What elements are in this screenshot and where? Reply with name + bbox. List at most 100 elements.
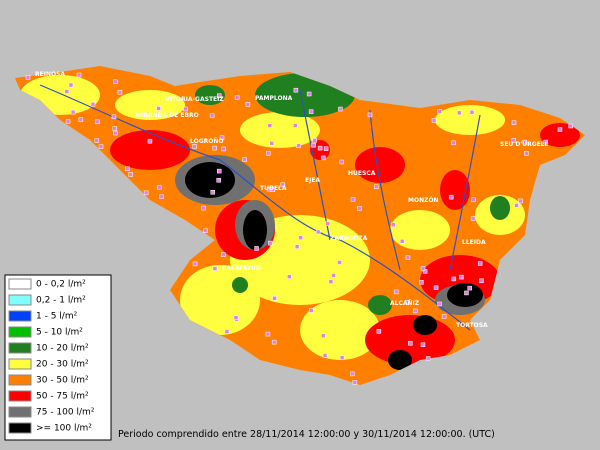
station <box>399 238 405 244</box>
city-label: ALCAÑIZ <box>390 300 420 307</box>
station <box>192 144 197 149</box>
city-label: REINOSA <box>35 71 65 78</box>
legend-swatch <box>8 326 32 338</box>
station <box>156 106 161 111</box>
station <box>338 106 343 112</box>
station <box>511 138 516 143</box>
legend-label: 50 - 75 l/m² <box>36 392 89 402</box>
station <box>94 119 100 125</box>
station <box>373 184 379 189</box>
station <box>159 194 164 199</box>
station <box>269 141 275 146</box>
station <box>224 329 230 334</box>
city-label: SEU D'URGELL <box>500 141 549 148</box>
station <box>412 308 418 314</box>
station <box>511 120 517 125</box>
station <box>202 228 208 234</box>
legend-label: 0,2 - 1 l/m² <box>36 296 86 306</box>
station <box>328 279 334 284</box>
station <box>367 112 373 118</box>
station <box>448 194 454 200</box>
station <box>323 146 329 151</box>
station <box>125 166 130 172</box>
station <box>113 79 118 85</box>
legend-label: >= 100 l/m² <box>36 424 92 434</box>
station <box>219 135 225 141</box>
legend: 0 - 0,2 l/m² 0,2 - 1 l/m² 1 - 5 l/m² 5 - 10… <box>8 278 95 434</box>
station <box>405 299 410 305</box>
station <box>64 89 70 94</box>
station <box>98 144 104 149</box>
city-label: TUDELA <box>260 185 287 192</box>
station <box>337 260 342 265</box>
station <box>210 190 216 195</box>
station <box>339 159 345 165</box>
station <box>315 229 321 235</box>
station <box>233 315 239 320</box>
legend-swatch <box>8 294 32 306</box>
legend-label: 5 - 10 l/m² <box>36 328 83 338</box>
station <box>271 339 277 345</box>
station <box>268 240 273 246</box>
city-label: MIRANDA DE EBRO <box>135 112 199 119</box>
station <box>420 266 426 271</box>
legend-swatch <box>8 310 32 322</box>
city-labels: REINOSA VITORIA-GASTEIZ PAMPLONA MIRANDA… <box>35 71 549 329</box>
station <box>306 91 312 97</box>
station <box>147 138 153 144</box>
station <box>479 278 484 284</box>
station <box>405 255 411 260</box>
station <box>469 110 475 115</box>
station <box>309 308 314 313</box>
station <box>265 150 271 156</box>
legend-label: 1 - 5 l/m² <box>36 312 78 322</box>
station <box>76 72 82 78</box>
station <box>376 329 382 334</box>
station <box>322 353 328 358</box>
station <box>265 331 271 337</box>
station <box>192 261 198 267</box>
legend-swatch <box>8 278 32 290</box>
station <box>156 184 162 190</box>
station <box>437 301 442 307</box>
station <box>234 95 240 100</box>
station <box>78 117 84 123</box>
station <box>437 109 443 114</box>
station <box>477 261 483 266</box>
station <box>356 206 362 211</box>
station <box>267 123 273 128</box>
station <box>317 145 323 151</box>
station <box>459 274 464 280</box>
station <box>425 356 431 361</box>
station <box>293 87 299 93</box>
legend-label: 75 - 100 l/m² <box>36 408 95 418</box>
station <box>242 157 247 162</box>
station <box>68 82 74 88</box>
station <box>216 93 222 98</box>
station <box>419 280 424 285</box>
station <box>90 102 96 107</box>
station <box>352 380 358 385</box>
station <box>471 197 476 203</box>
station <box>112 126 118 131</box>
city-label: LOGROÑO <box>190 138 223 145</box>
station <box>518 198 523 204</box>
station <box>209 113 215 118</box>
station <box>128 172 133 177</box>
station <box>321 155 326 161</box>
legend-swatch <box>8 390 32 402</box>
station <box>308 109 314 114</box>
station <box>408 340 413 346</box>
station <box>25 75 31 80</box>
station <box>266 186 272 192</box>
station <box>296 143 301 149</box>
station <box>65 119 71 124</box>
station <box>464 290 469 296</box>
station <box>524 151 529 156</box>
station <box>522 139 528 145</box>
station <box>254 246 259 251</box>
legend-label: 30 - 50 l/m² <box>36 376 89 386</box>
station <box>433 285 439 291</box>
legend-swatch <box>8 406 32 418</box>
legend-label: 10 - 20 l/m² <box>36 344 89 354</box>
